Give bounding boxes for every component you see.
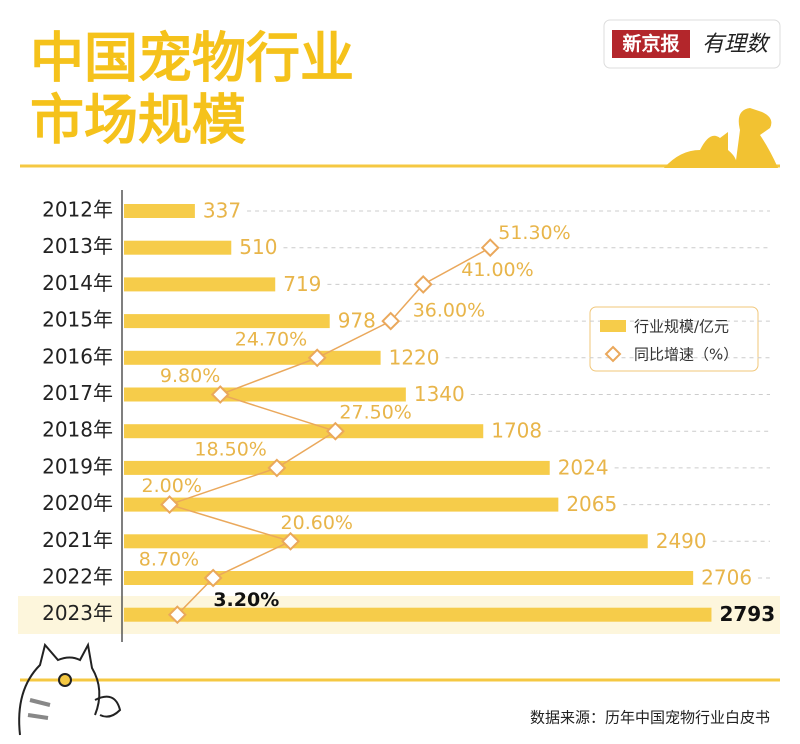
growth-marker (326, 421, 345, 441)
growth-marker (160, 495, 179, 515)
bar-label: 719 (283, 272, 321, 296)
bar-label: 2490 (656, 529, 707, 553)
growth-label: 8.70% (139, 549, 199, 571)
bar-label: 2024 (558, 455, 609, 479)
y-tick-label: 2016年 (42, 344, 113, 368)
bar (124, 350, 381, 365)
bar-label: 2706 (701, 566, 752, 590)
growth-label: 9.80% (160, 365, 220, 387)
growth-marker (267, 458, 287, 478)
bar-label: 1220 (389, 345, 440, 369)
y-tick-label: 2023年 (42, 601, 113, 625)
growth-label: 36.00% (413, 300, 485, 322)
bar (124, 460, 550, 475)
bar (124, 497, 559, 512)
growth-marker (480, 238, 500, 258)
growth-label: 41.00% (461, 259, 533, 281)
title-line: 市场规模 (30, 89, 246, 152)
growth-marker (167, 605, 187, 625)
bar-label: 1340 (414, 382, 465, 406)
bar (124, 314, 330, 329)
bar-label: 978 (338, 309, 376, 333)
y-tick-label: 2012年 (42, 198, 113, 222)
logo-text: 有理数 (702, 32, 771, 57)
y-tick-label: 2015年 (42, 308, 113, 332)
logo-text: 新京报 (622, 32, 679, 55)
growth-marker (203, 568, 223, 588)
y-tick-label: 2022年 (42, 565, 113, 589)
y-tick-label: 2018年 (42, 418, 113, 442)
growth-label: 18.50% (194, 438, 266, 460)
bar (124, 571, 694, 585)
y-tick-label: 2021年 (42, 528, 113, 552)
title-line: 中国宠物行业 (30, 27, 354, 90)
bar (124, 240, 232, 255)
bar (124, 204, 195, 218)
growth-marker (281, 531, 300, 551)
y-tick-label: 2014年 (42, 271, 113, 295)
bar (124, 607, 712, 622)
growth-marker (210, 385, 230, 404)
bar-label: 337 (203, 199, 241, 223)
growth-marker (381, 311, 401, 331)
source: 数据来源：历年中国宠物行业白皮书 (530, 709, 770, 727)
cat (18, 641, 122, 736)
bar-label: 2793 (719, 602, 775, 626)
bar (124, 534, 648, 549)
legend-label: 行业规模/亿元 (634, 318, 729, 336)
y-tick-label: 2013年 (42, 234, 113, 258)
bar (124, 277, 276, 292)
legend-box (589, 306, 759, 372)
bar (124, 387, 406, 402)
pets (664, 108, 778, 168)
growth-label: 24.70% (235, 328, 307, 350)
logo-bg (612, 30, 690, 58)
growth-marker (413, 274, 433, 294)
growth-label: 2.00% (142, 475, 202, 497)
bar (124, 424, 484, 439)
y-tick-label: 2020年 (42, 491, 113, 515)
bar-label: 510 (239, 235, 277, 259)
y-tick-label: 2017年 (42, 381, 113, 405)
growth-label: 51.30% (498, 222, 570, 244)
legend-swatch (604, 345, 622, 363)
growth-label: 3.20% (213, 589, 279, 611)
y-tick-label: 2019年 (42, 454, 113, 478)
legend-swatch (600, 320, 626, 332)
legend-label: 同比增速（%） (634, 346, 738, 364)
bar-label: 1708 (491, 419, 542, 443)
growth-label: 27.50% (339, 402, 411, 424)
growth-marker (307, 348, 327, 368)
bar-label: 2065 (566, 492, 617, 516)
growth-label: 20.60% (281, 512, 353, 534)
